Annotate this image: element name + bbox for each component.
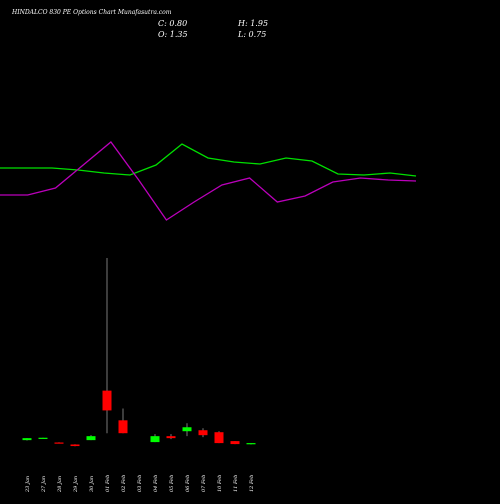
candle-body: [166, 436, 176, 439]
candle-body: [38, 437, 48, 439]
date-label: 29 Jan: [73, 476, 79, 493]
x-axis-dates: 23 Jan 27 Jan 28 Jan 29 Jan 30 Jan 01 Feb 02 F…: [25, 475, 255, 493]
open-value: O: 1.35: [158, 30, 188, 39]
chart-title: HINDALCO 830 PE Options Chart Munafasutr…: [11, 9, 172, 16]
date-label: 04 Feb: [153, 475, 159, 492]
low-value: L: 0.75: [237, 30, 266, 39]
date-label: 10 Feb: [217, 475, 223, 492]
date-label: 11 Feb: [233, 475, 239, 492]
date-label: 23 Jan: [25, 476, 31, 493]
date-label: 30 Jan: [89, 476, 95, 492]
candle-body: [214, 432, 224, 444]
candle-body: [182, 427, 192, 432]
candles: [22, 258, 256, 447]
date-label: 05 Feb: [169, 475, 175, 492]
candle-body: [118, 420, 128, 434]
candle-body: [22, 438, 32, 441]
date-label: 27 Jan: [41, 476, 47, 493]
green-line: [0, 143, 417, 177]
candle-body: [246, 443, 256, 445]
candle-body: [102, 390, 112, 411]
date-label: 02 Feb: [121, 475, 127, 492]
magenta-line: [0, 141, 417, 221]
candle-body: [54, 442, 64, 444]
candle-body: [150, 436, 160, 443]
candle-body: [70, 444, 80, 447]
candle-body: [86, 436, 96, 441]
date-label: 07 Feb: [201, 475, 207, 492]
date-label: 12 Feb: [249, 475, 255, 492]
candle-body: [230, 441, 240, 445]
indicator-lines: [0, 141, 417, 221]
close-value: C: 0.80: [158, 19, 187, 28]
date-label: 28 Jan: [57, 476, 63, 493]
date-label: 03 Feb: [137, 475, 143, 492]
date-label: 06 Feb: [185, 475, 191, 492]
high-value: H: 1.95: [237, 19, 268, 28]
date-label: 01 Feb: [105, 475, 111, 492]
candle-body: [198, 430, 208, 436]
